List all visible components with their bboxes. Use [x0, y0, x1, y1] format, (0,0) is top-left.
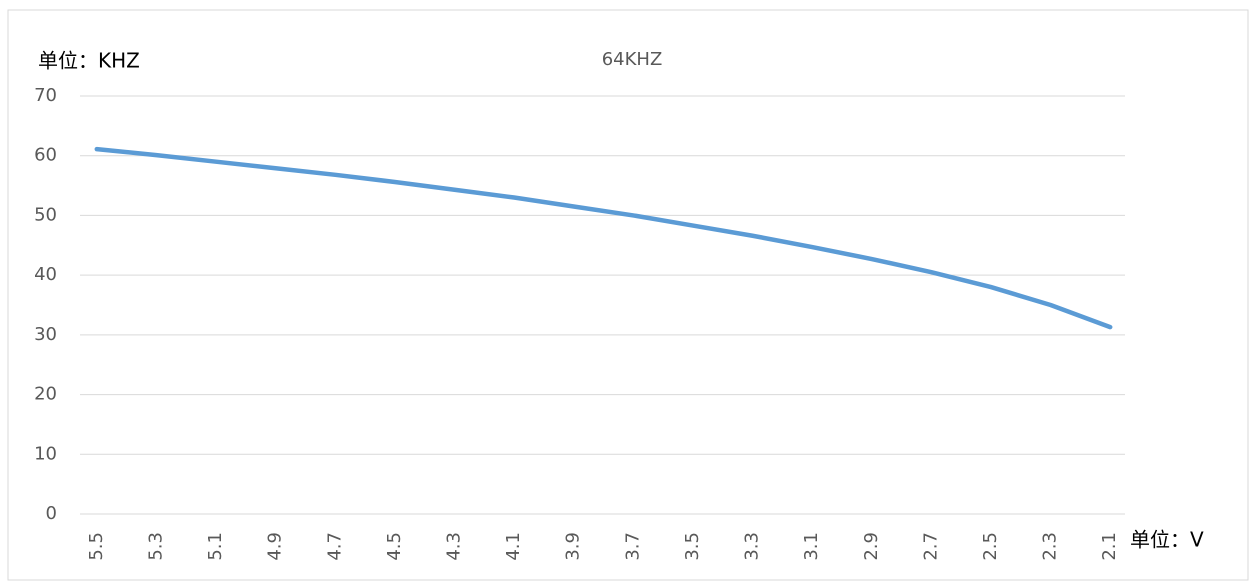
x-tick-label: 3.7: [622, 532, 643, 561]
x-axis-label: 单位：V: [1130, 528, 1204, 552]
x-tick-label: 3.3: [742, 532, 763, 561]
x-tick-label: 4.3: [443, 532, 464, 561]
chart-frame: [7, 9, 1249, 581]
y-tick-label: 60: [34, 145, 57, 166]
x-tick-label: 3.9: [563, 532, 584, 561]
y-tick-label: 10: [34, 443, 57, 464]
y-tick-label: 50: [34, 204, 57, 225]
x-tick-label: 2.9: [861, 532, 882, 561]
x-tick-label: 2.3: [1040, 532, 1061, 561]
x-tick-label: 3.5: [682, 532, 703, 561]
y-tick-label: 0: [46, 503, 57, 524]
y-tick-label: 30: [34, 324, 57, 345]
chart-title: 64KHZ: [602, 49, 663, 70]
x-tick-label: 2.5: [980, 532, 1001, 561]
y-axis-label: 单位：KHZ: [38, 49, 140, 73]
data-line: [94, 146, 1113, 330]
x-tick-label: 5.5: [86, 532, 107, 561]
x-tick-label: 2.1: [1099, 532, 1120, 561]
y-tick-label: 20: [34, 384, 57, 405]
y-tick-label: 40: [34, 264, 57, 285]
x-tick-label: 3.1: [801, 532, 822, 561]
x-tick-label: 2.7: [920, 532, 941, 561]
x-tick-label: 4.5: [384, 532, 405, 561]
x-tick-label: 5.3: [145, 532, 166, 561]
x-tick-label: 4.9: [265, 532, 286, 561]
y-tick-label: 70: [34, 85, 57, 106]
x-tick-label: 4.1: [503, 532, 524, 561]
x-tick-label: 5.1: [205, 532, 226, 561]
x-tick-label: 4.7: [324, 532, 345, 561]
